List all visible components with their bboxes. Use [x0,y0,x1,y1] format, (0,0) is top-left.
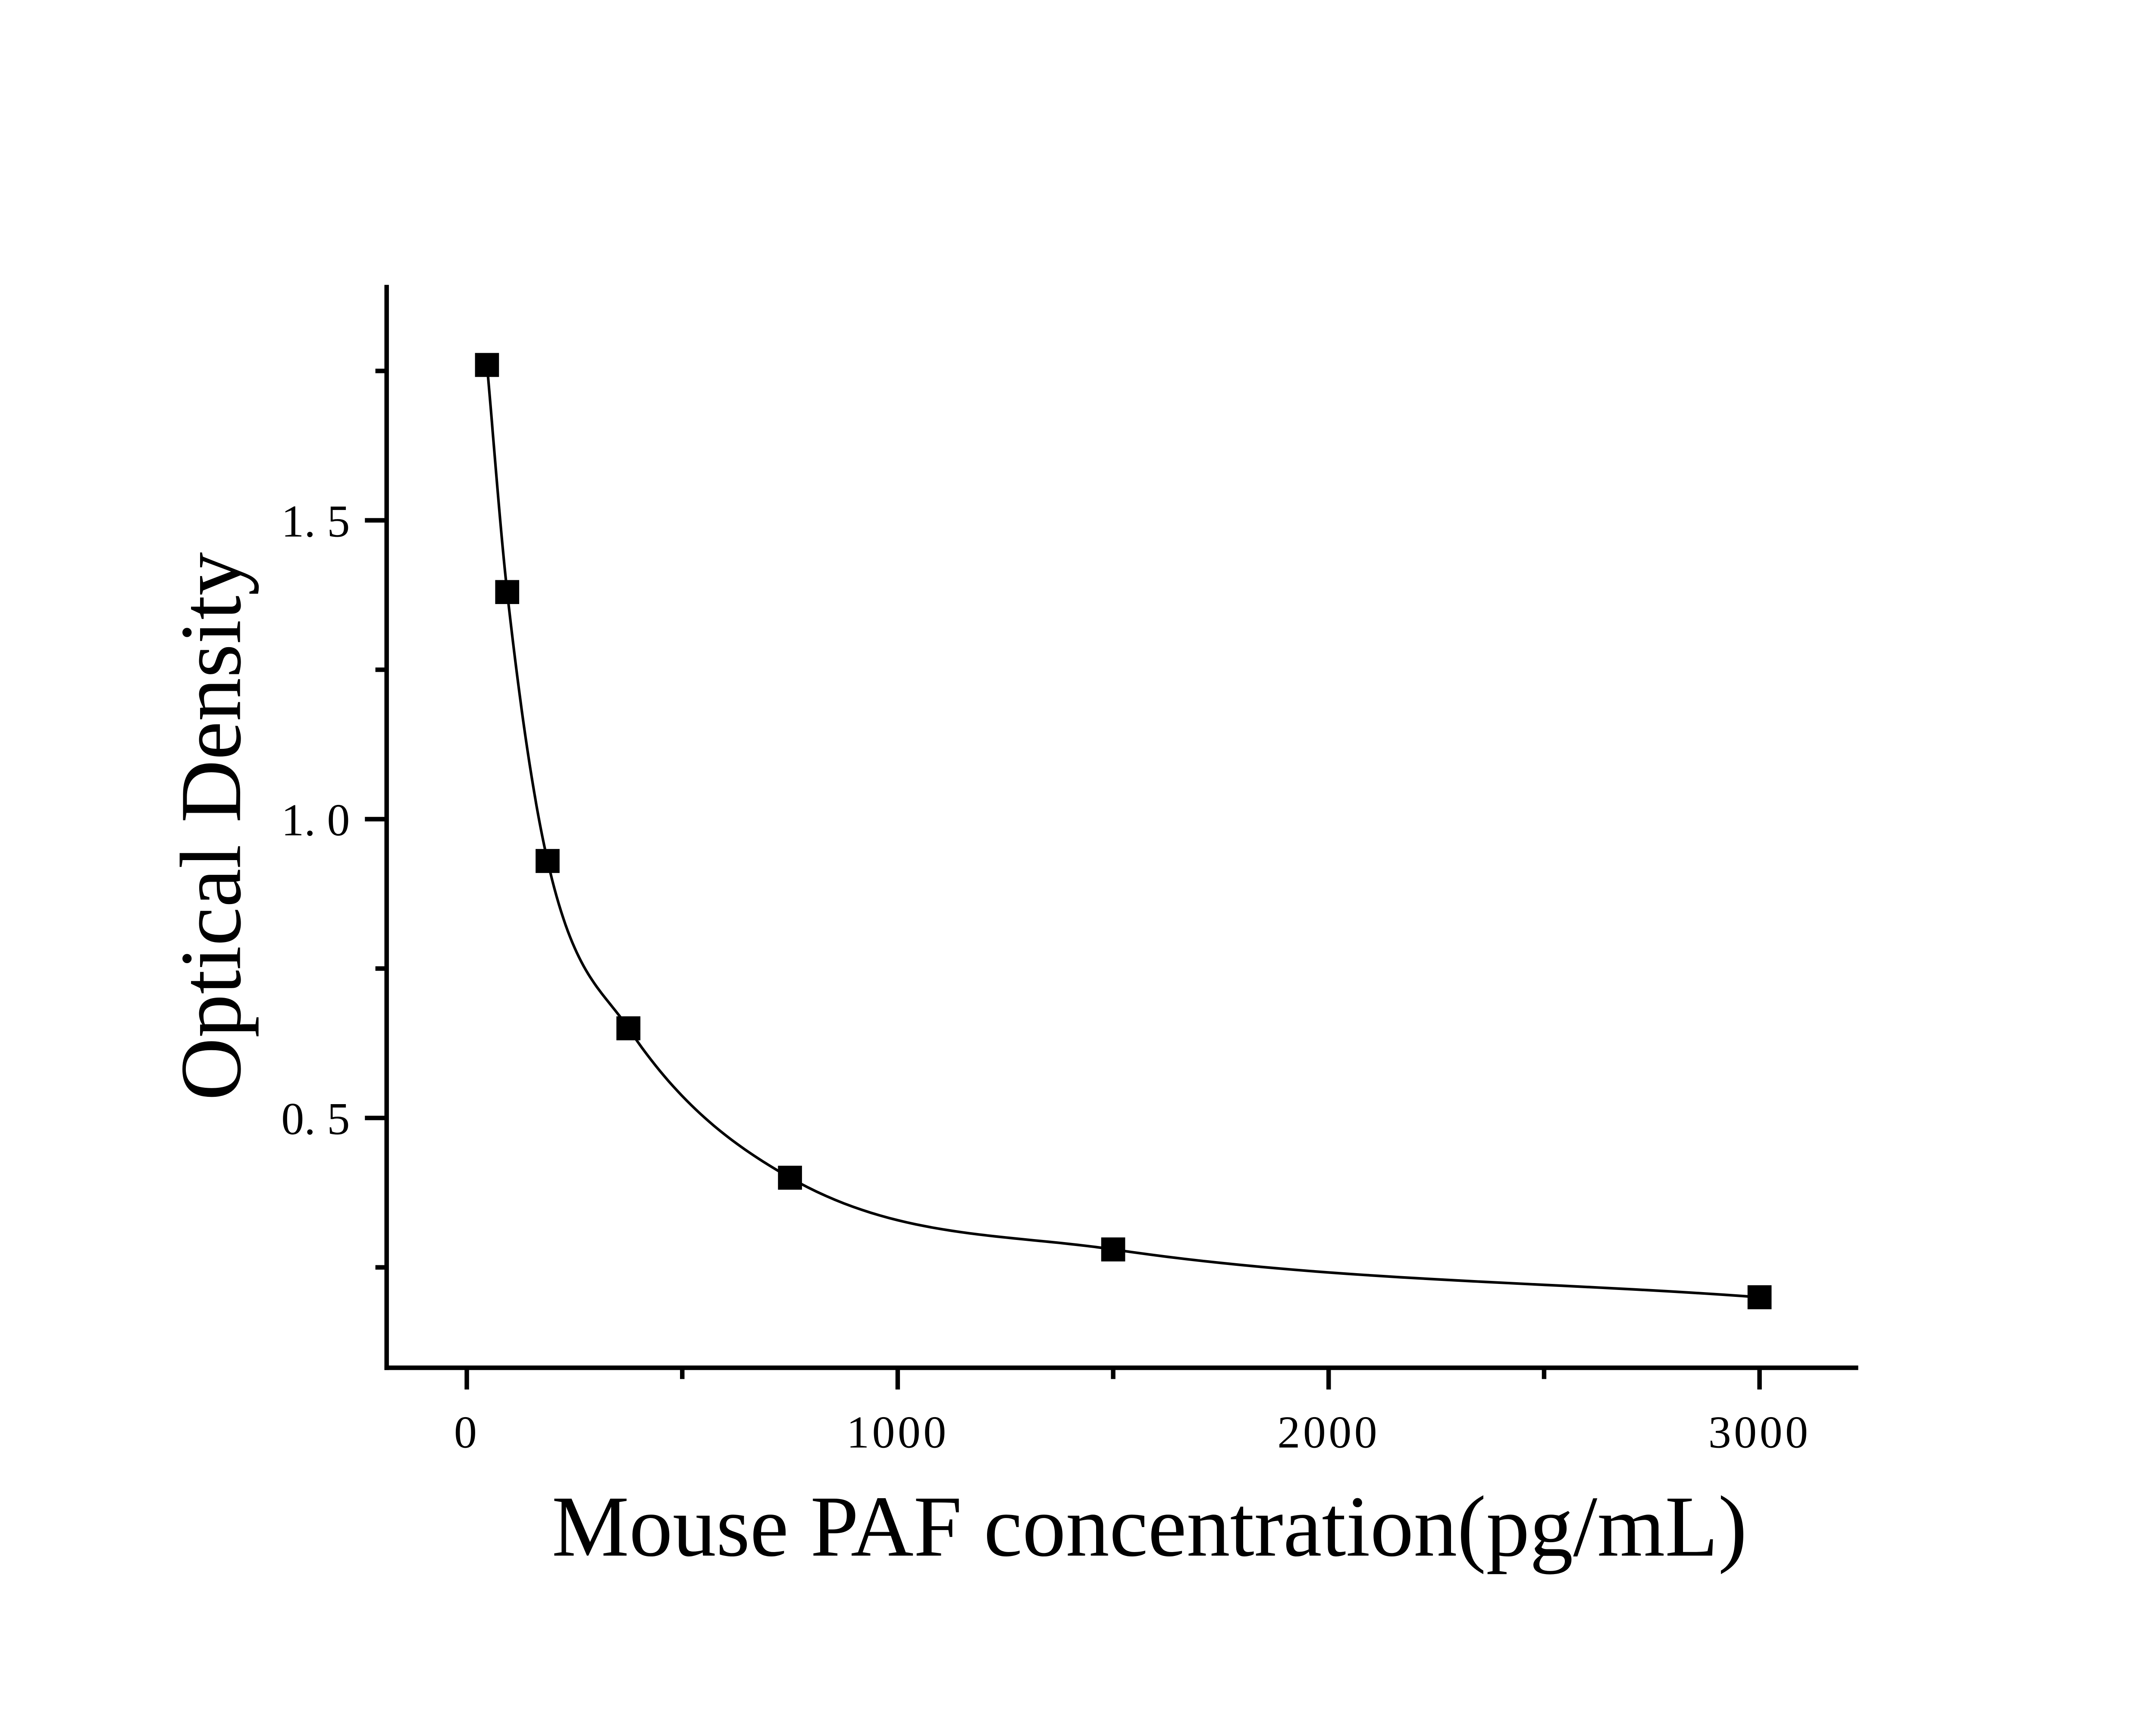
data-point-marker [495,580,520,604]
y-tick-label: 0. 5 [281,1093,350,1144]
y-tick-label: 1. 5 [281,495,350,546]
data-point-marker [536,849,560,873]
x-tick-label: 2000 [1277,1407,1380,1458]
data-point-marker [1101,1237,1125,1261]
y-tick-label: 1. 0 [281,794,350,845]
data-point-marker [1747,1285,1772,1309]
x-axis-title: Mouse PAF concentration(pg/mL) [552,1478,1747,1574]
data-point-marker [475,353,499,377]
data-point-marker [616,1016,641,1040]
fitted-curve [486,365,1760,1299]
x-tick-label: 1000 [846,1407,949,1458]
x-tick-label: 3000 [1708,1407,1811,1458]
x-tick-label: 0 [454,1407,479,1458]
data-point-marker [778,1165,802,1190]
y-axis-title: Optical Density [163,552,259,1101]
